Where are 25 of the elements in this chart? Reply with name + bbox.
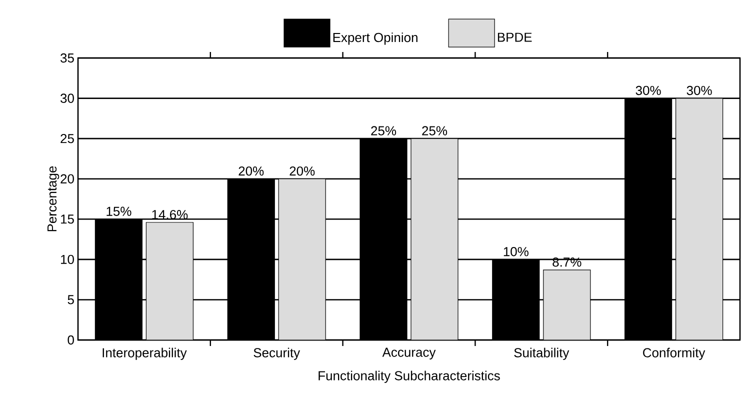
legend-label: Expert Opinion [333,32,418,45]
y-tick-label: 15 [61,214,74,224]
data-label: 10% [504,247,528,256]
y-tick-label: 5 [68,295,74,304]
y-tick-label: 30 [60,94,74,103]
x-tick-label: Accuracy [382,348,436,360]
data-label: 25% [371,126,396,136]
y-tick-label: 35 [60,53,74,63]
data-label: 20% [238,166,264,176]
y-tick-label: 20 [60,174,74,184]
x-tick-label: Interoperability [102,348,187,360]
data-label: 30% [686,86,712,96]
data-label: 30% [636,86,661,96]
data-label: 15% [106,206,132,216]
legend-label: BPDE [498,32,532,42]
x-tick-label: Conformity [643,348,706,360]
y-axis-title: Percentage [48,166,60,232]
x-tick-label: Security [254,348,300,360]
x-axis-title: Functionality Subcharacteristics [318,370,500,383]
data-label: 20% [290,166,315,176]
y-tick-label: 0 [68,335,74,345]
x-tick-label: Suitability [514,348,570,360]
y-tick-label: 10 [61,254,74,264]
y-tick-label: 25 [60,134,74,144]
data-label: 25% [422,126,448,136]
